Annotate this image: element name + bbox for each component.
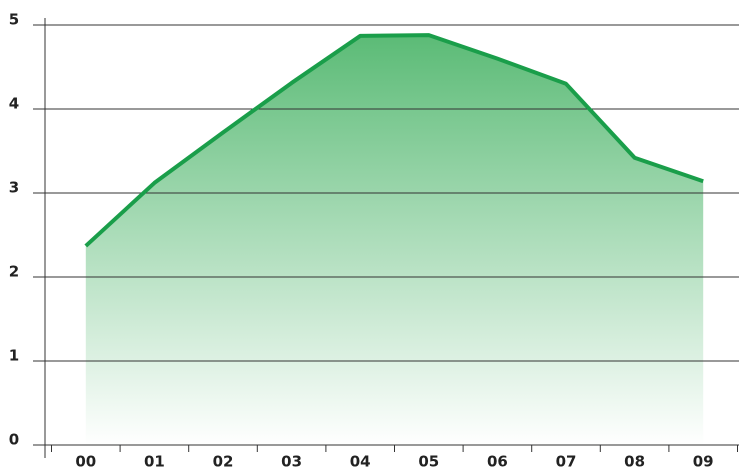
x-tick-label: 08 <box>624 453 645 471</box>
x-tick-label: 00 <box>75 453 96 471</box>
x-tick-label: 02 <box>213 453 234 471</box>
line <box>84 33 704 248</box>
y-tick-label: 3 <box>9 179 19 197</box>
y-tick-label: 0 <box>9 431 19 449</box>
x-tick-label: 09 <box>693 453 714 471</box>
x-tick-label: 03 <box>281 453 302 471</box>
y-tick-label: 4 <box>9 95 19 113</box>
x-tick-label: 04 <box>350 453 371 471</box>
area-fill <box>85 35 704 445</box>
x-tick-label: 06 <box>487 453 508 471</box>
x-tick-label: 07 <box>556 453 577 471</box>
x-tick-label: 01 <box>144 453 165 471</box>
y-tick-label: 1 <box>9 347 19 365</box>
y-tick-label: 2 <box>9 263 19 281</box>
y-tick-label: 5 <box>9 11 19 29</box>
x-tick-label: 05 <box>418 453 439 471</box>
